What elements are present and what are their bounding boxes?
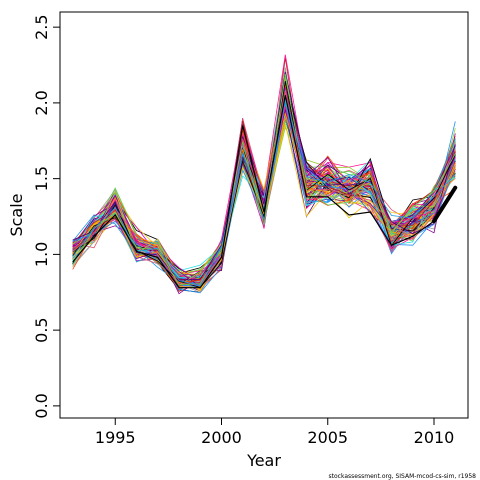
chart-caption: stockassessment.org, SISAM-mcod-cs-sim, … [329, 473, 477, 480]
x-tick-label-2010: 2010 [414, 428, 455, 447]
series-layer [72, 54, 458, 295]
y-tick-label-1: 0.5 [32, 317, 51, 342]
y-axis: 0.0 0.5 1.0 1.5 2.0 2.5 [32, 14, 60, 419]
series-line-18 [72, 83, 456, 288]
series-line-2 [72, 79, 456, 287]
series-line-81 [72, 82, 456, 284]
series-line-86 [72, 87, 456, 281]
series-line-95 [72, 83, 456, 287]
series-line-69 [72, 75, 456, 282]
series-line-91 [72, 80, 456, 284]
series-line-94 [72, 76, 456, 287]
series-line-6 [72, 76, 456, 282]
plot-frame [59, 11, 469, 419]
x-tick-label-2005: 2005 [307, 428, 348, 447]
series-line-29 [72, 85, 456, 286]
series-line-56 [72, 82, 456, 282]
x-tick-label-2000: 2000 [201, 428, 242, 447]
series-line-64 [72, 74, 456, 284]
y-tick-label-5: 2.5 [32, 14, 51, 39]
series-line-72 [72, 67, 456, 286]
y-tick-label-2: 1.0 [32, 242, 51, 267]
series-line-52 [72, 83, 456, 280]
y-tick-label-0: 0.0 [32, 393, 51, 418]
series-line-93 [72, 98, 456, 287]
series-line-15 [72, 81, 456, 292]
series-line-55 [72, 78, 456, 291]
series-line-74 [72, 54, 456, 288]
y-axis-title: Scale [7, 193, 26, 236]
series-line-50 [72, 85, 456, 281]
highlight-series-line [72, 95, 456, 289]
series-line-32 [72, 84, 456, 280]
series-line-42 [72, 78, 456, 283]
series-line-83 [72, 79, 456, 289]
x-axis: 1995 2000 2005 2010 [95, 418, 454, 447]
series-line-47 [72, 57, 456, 288]
series-line-79 [72, 89, 456, 281]
series-line-13 [72, 95, 456, 280]
series-line-75 [72, 78, 456, 284]
y-tick-label-3: 1.5 [32, 166, 51, 191]
series-line-3 [72, 93, 456, 279]
series-line-96 [72, 71, 456, 281]
series-line-99 [72, 73, 456, 286]
series-line-73 [72, 89, 456, 284]
series-line-39 [72, 86, 456, 287]
series-line-36 [72, 93, 456, 281]
y-tick-label-4: 2.0 [32, 90, 51, 115]
x-axis-title: Year [246, 451, 281, 470]
series-line-48 [72, 81, 456, 280]
highlight-series-final-segment [432, 185, 458, 224]
x-tick-label-1995: 1995 [95, 428, 136, 447]
series-line-54 [72, 85, 456, 289]
series-line-98 [72, 91, 456, 286]
series-line-97 [72, 81, 456, 288]
series-line-85 [72, 89, 456, 279]
series-line-33 [72, 82, 456, 287]
